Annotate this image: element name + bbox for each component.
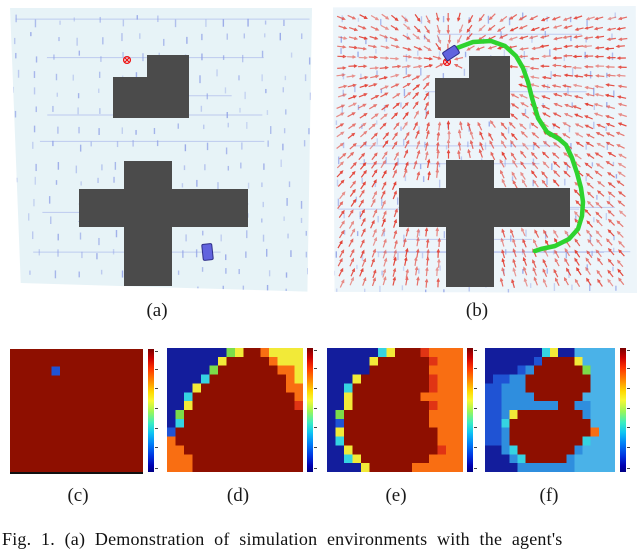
obstacle <box>79 189 248 227</box>
colorbar-tick <box>474 468 477 470</box>
colorbar-gradient <box>307 348 313 472</box>
heatmap-e-canvas <box>327 348 463 472</box>
colorbar-tick <box>314 350 317 352</box>
heatmap-c-canvas <box>10 349 143 472</box>
colorbar-f <box>620 348 630 472</box>
obstacles <box>79 55 248 286</box>
colorbar-tick <box>314 427 317 429</box>
colorbar-e <box>467 348 477 472</box>
goal-marker-icon <box>122 55 132 65</box>
colorbar-tick <box>155 427 158 429</box>
colorbar-tick <box>474 407 477 409</box>
heatmap-c <box>10 349 143 474</box>
sim-panel-b <box>333 6 637 293</box>
colorbar-tick <box>474 350 477 352</box>
agent-marker <box>201 243 214 261</box>
panel-label-b: (b) <box>465 300 489 321</box>
colorbar-c <box>148 349 158 472</box>
colorbar-tick <box>314 387 317 389</box>
obstacle <box>435 78 469 118</box>
colorbar-tick <box>314 367 317 369</box>
colorbar-tick <box>155 368 158 370</box>
heatmap-f-canvas <box>485 348 615 472</box>
colorbar-tick <box>314 407 317 409</box>
colorbar-gradient <box>620 348 626 472</box>
panel-label-e: (e) <box>385 485 407 506</box>
colorbar-tick <box>155 408 158 410</box>
colorbar-tick <box>474 367 477 369</box>
heatmap-d-canvas <box>167 348 303 472</box>
colorbar-tick <box>627 387 630 389</box>
planned-trajectory <box>454 38 586 254</box>
panel-label-c: (c) <box>67 485 89 506</box>
colorbar-tick <box>155 468 158 470</box>
colorbar-tick <box>474 447 477 449</box>
colorbar-tick <box>627 350 630 352</box>
obstacle <box>399 188 570 227</box>
agent-marker <box>442 45 460 61</box>
colorbar-gradient <box>467 348 473 472</box>
panel-label-f: (f) <box>539 485 559 506</box>
obstacles <box>399 56 570 287</box>
figure-caption: Fig. 1. (a) Demonstration of simulation … <box>2 529 563 549</box>
colorbar-tick <box>474 387 477 389</box>
panel-label-a: (a) <box>146 300 168 321</box>
obstacle <box>469 56 510 118</box>
colorbar-tick <box>314 447 317 449</box>
colorbar-gradient <box>148 349 154 472</box>
panel-label-d: (d) <box>226 485 250 506</box>
heatmap-d <box>167 348 303 472</box>
colorbar-tick <box>627 407 630 409</box>
quiver-field <box>335 12 628 288</box>
sim-panel-b-canvas <box>333 12 631 293</box>
colorbar-tick <box>155 388 158 390</box>
sim-panel-a <box>10 8 312 292</box>
colorbar-tick <box>155 351 158 353</box>
colorbar-tick <box>627 427 630 429</box>
colorbar-tick <box>627 447 630 449</box>
colorbar-tick <box>627 367 630 369</box>
heatmap-f <box>485 348 615 472</box>
sim-panel-a-canvas <box>10 14 312 292</box>
colorbar-tick <box>474 427 477 429</box>
colorbar-tick <box>627 468 630 470</box>
obstacle <box>147 55 189 118</box>
colorbar-tick <box>314 468 317 470</box>
colorbar-d <box>307 348 317 472</box>
obstacle <box>113 77 147 118</box>
colorbar-tick <box>155 447 158 449</box>
heatmap-e <box>327 348 463 472</box>
